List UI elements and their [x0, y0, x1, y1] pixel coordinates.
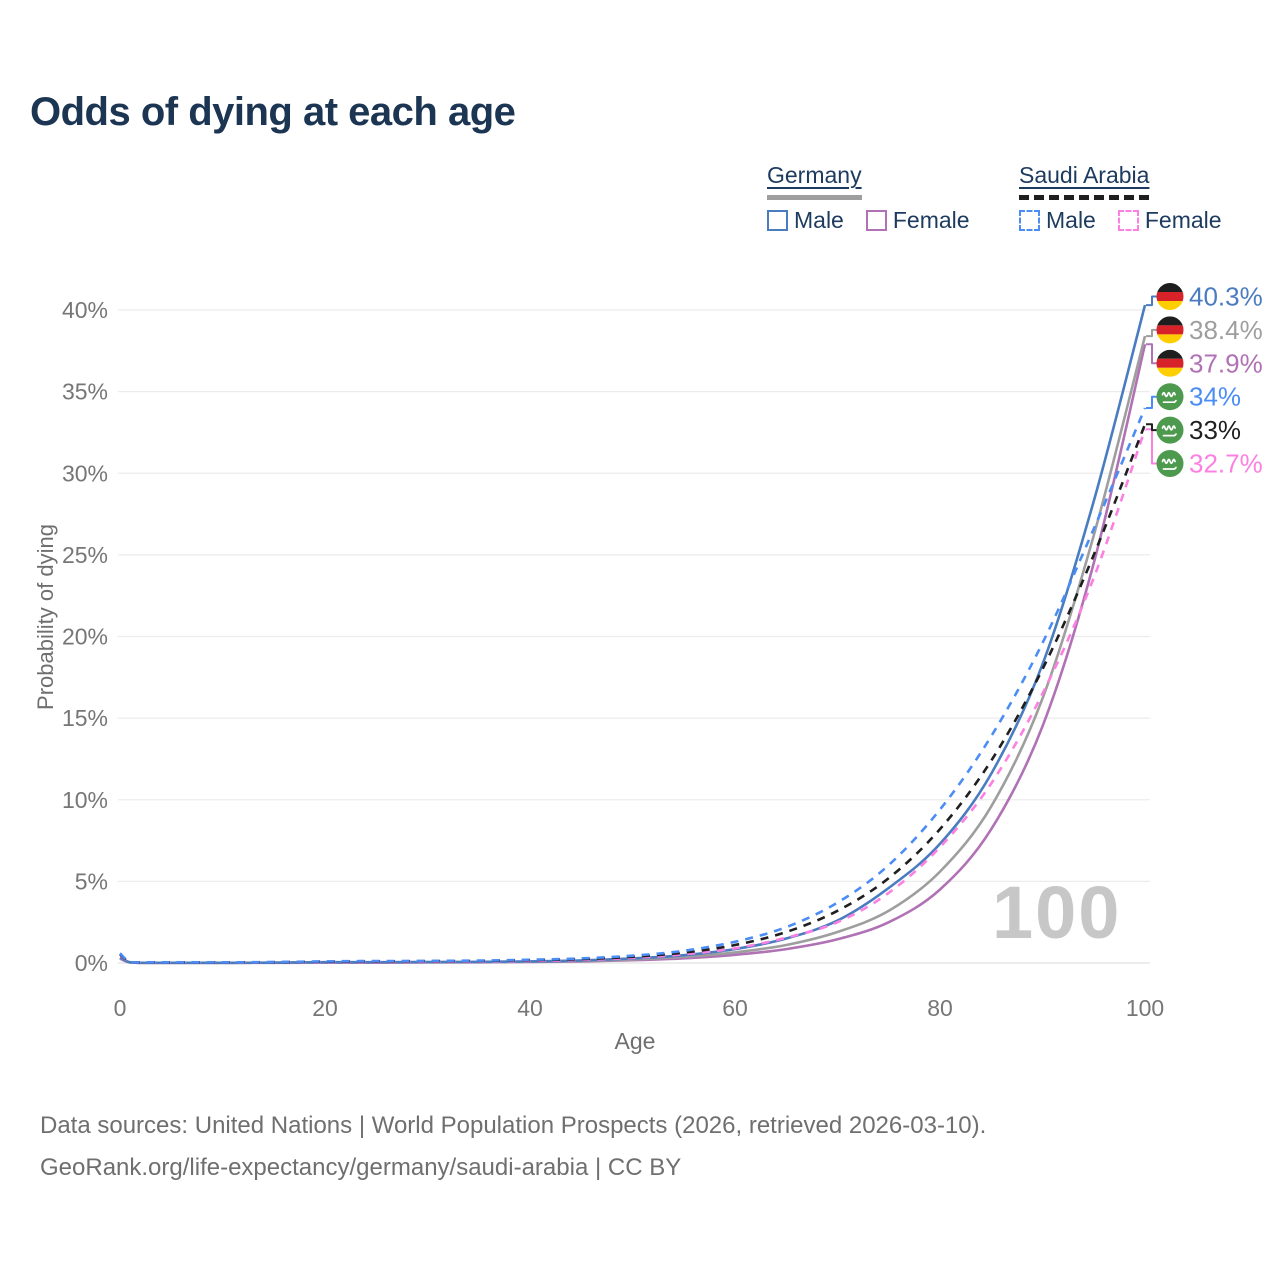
flag-saudi-arabia-icon	[1162, 433, 1177, 437]
series-line-germany-both-sexes	[119, 335, 1147, 965]
x-axis-title: Age	[614, 1028, 656, 1054]
legend-item-label: Male	[794, 207, 844, 233]
checkbox-germany-male-icon	[767, 210, 788, 231]
series-line-germany-male	[119, 304, 1147, 965]
flag-germany-icon	[1156, 334, 1184, 344]
x-tick-60: 60	[722, 995, 748, 1021]
y-tick-10: 10%	[62, 787, 108, 813]
end-connector-germany-male	[1146, 295, 1157, 307]
legend-group-saudi-arabia: Saudi Arabia Male Female	[1019, 162, 1222, 234]
flag-saudi-arabia-icon	[1156, 450, 1184, 477]
flag-germany-icon	[1156, 358, 1184, 368]
legend-items-germany: Male Female	[767, 207, 970, 234]
page-title: Odds of dying at each age	[30, 90, 516, 134]
series-line-saudi-arabia-female	[119, 428, 1147, 964]
y-tick-25: 25%	[62, 542, 108, 568]
flag-germany-icon	[1156, 283, 1184, 292]
flag-saudi-arabia-icon	[1156, 383, 1184, 411]
x-tick-40: 40	[517, 995, 543, 1021]
flag-germany-icon	[1156, 292, 1184, 301]
end-connector-germany-both-sexes	[1146, 328, 1157, 338]
y-tick-0: 0%	[75, 950, 108, 976]
legend-items-saudi-arabia: Male Female	[1019, 207, 1222, 234]
flag-saudi-arabia-icon	[1162, 466, 1177, 470]
flag-germany-icon	[1156, 367, 1184, 377]
flag-germany-icon	[1156, 349, 1184, 359]
end-label-saudi-arabia-male: 34%	[1189, 382, 1241, 412]
legend-group-title-saudi-arabia: Saudi Arabia	[1019, 162, 1150, 200]
x-tick-20: 20	[312, 995, 338, 1021]
x-tick-100: 100	[1126, 995, 1164, 1021]
end-label-saudi-arabia-female: 32.7%	[1189, 449, 1263, 479]
y-tick-40: 40%	[62, 297, 108, 323]
flag-saudi-arabia-icon	[1161, 425, 1176, 431]
legend-group-title-germany: Germany	[767, 162, 862, 200]
flag-saudi-arabia-icon	[1156, 416, 1184, 444]
end-connector-saudi-arabia-female	[1146, 428, 1157, 465]
checkbox-saudi-female-icon	[1117, 210, 1139, 231]
legend-item-germany-female[interactable]: Female	[865, 207, 970, 234]
y-axis-title: Probability of dying	[33, 524, 58, 710]
footer-sources: Data sources: United Nations | World Pop…	[40, 1112, 987, 1139]
x-tick-80: 80	[927, 995, 953, 1021]
footer-attribution: GeoRank.org/life-expectancy/germany/saud…	[40, 1154, 682, 1181]
legend-group-germany: Germany Male Female	[767, 162, 970, 234]
y-tick-5: 5%	[75, 868, 108, 894]
end-connector-saudi-arabia-male	[1146, 395, 1157, 409]
flag-germany-icon	[1156, 316, 1184, 326]
x-tick-0: 0	[114, 995, 127, 1021]
age-100-watermark: 100	[992, 871, 1122, 954]
end-label-germany-male: 40.3%	[1189, 282, 1263, 312]
end-label-saudi-arabia-both-sexes: 33%	[1189, 415, 1241, 445]
flag-saudi-arabia-icon	[1161, 391, 1176, 398]
legend-item-germany-male[interactable]: Male	[767, 207, 844, 234]
flag-saudi-arabia-icon	[1162, 399, 1177, 404]
y-tick-20: 20%	[62, 624, 108, 650]
legend-item-saudi-female[interactable]: Female	[1117, 207, 1222, 234]
end-label-germany-both-sexes: 38.4%	[1189, 315, 1263, 345]
end-label-germany-female: 37.9%	[1189, 348, 1263, 378]
end-connector-germany-female	[1146, 343, 1157, 365]
legend-item-label: Female	[1144, 207, 1222, 233]
checkbox-saudi-male-icon	[1019, 210, 1040, 231]
legend-item-saudi-male[interactable]: Male	[1019, 207, 1096, 234]
y-tick-35: 35%	[62, 379, 108, 405]
footer: Data sources: United Nations | World Pop…	[40, 1105, 986, 1189]
checkbox-germany-female-icon	[865, 210, 887, 231]
flag-saudi-arabia-icon	[1161, 458, 1176, 465]
legend-item-label: Female	[892, 207, 970, 233]
y-tick-15: 15%	[62, 705, 108, 731]
y-tick-30: 30%	[62, 460, 108, 486]
flag-germany-icon	[1156, 301, 1184, 310]
end-connector-saudi-arabia-both-sexes	[1146, 423, 1157, 432]
legend-item-label: Male	[1046, 207, 1096, 233]
flag-germany-icon	[1156, 325, 1184, 335]
series-line-germany-female	[119, 344, 1147, 965]
series-line-saudi-arabia-male	[119, 407, 1147, 964]
